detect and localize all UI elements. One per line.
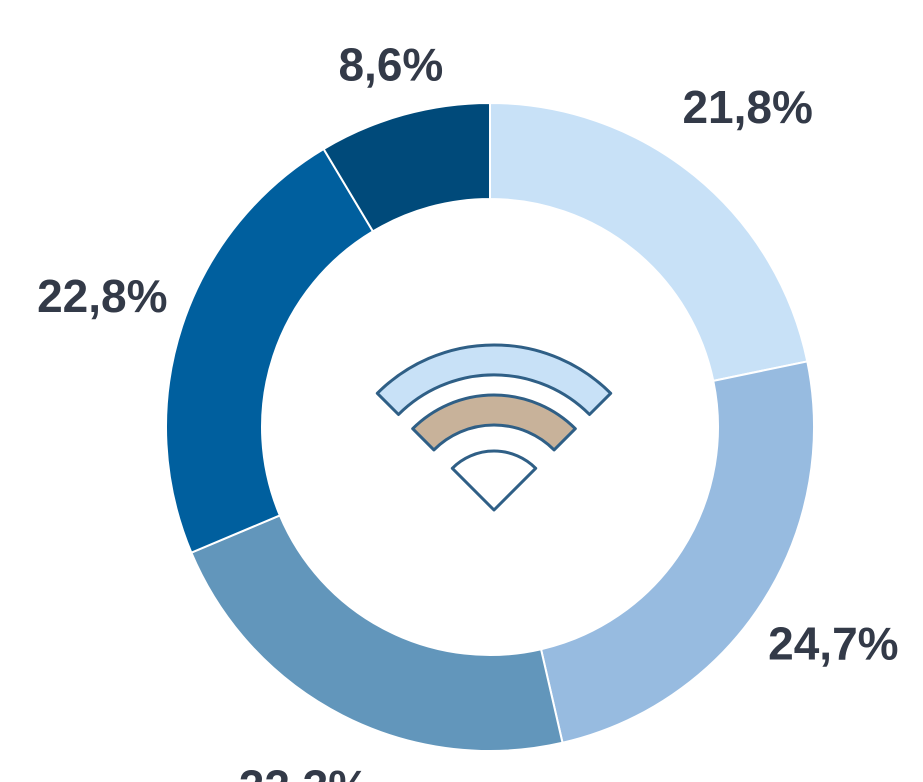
- data-label: 21,8%: [682, 81, 812, 133]
- data-label: 24,7%: [768, 618, 898, 670]
- slice: [539, 360, 815, 744]
- slice: [165, 147, 375, 554]
- slice: [322, 101, 491, 233]
- data-label: 22,8%: [37, 270, 167, 322]
- slice: [190, 514, 564, 752]
- wifi-icon: [375, 343, 613, 512]
- data-label: 22,3%: [239, 760, 369, 782]
- data-label: 8,6%: [338, 39, 443, 91]
- slice: [489, 101, 809, 383]
